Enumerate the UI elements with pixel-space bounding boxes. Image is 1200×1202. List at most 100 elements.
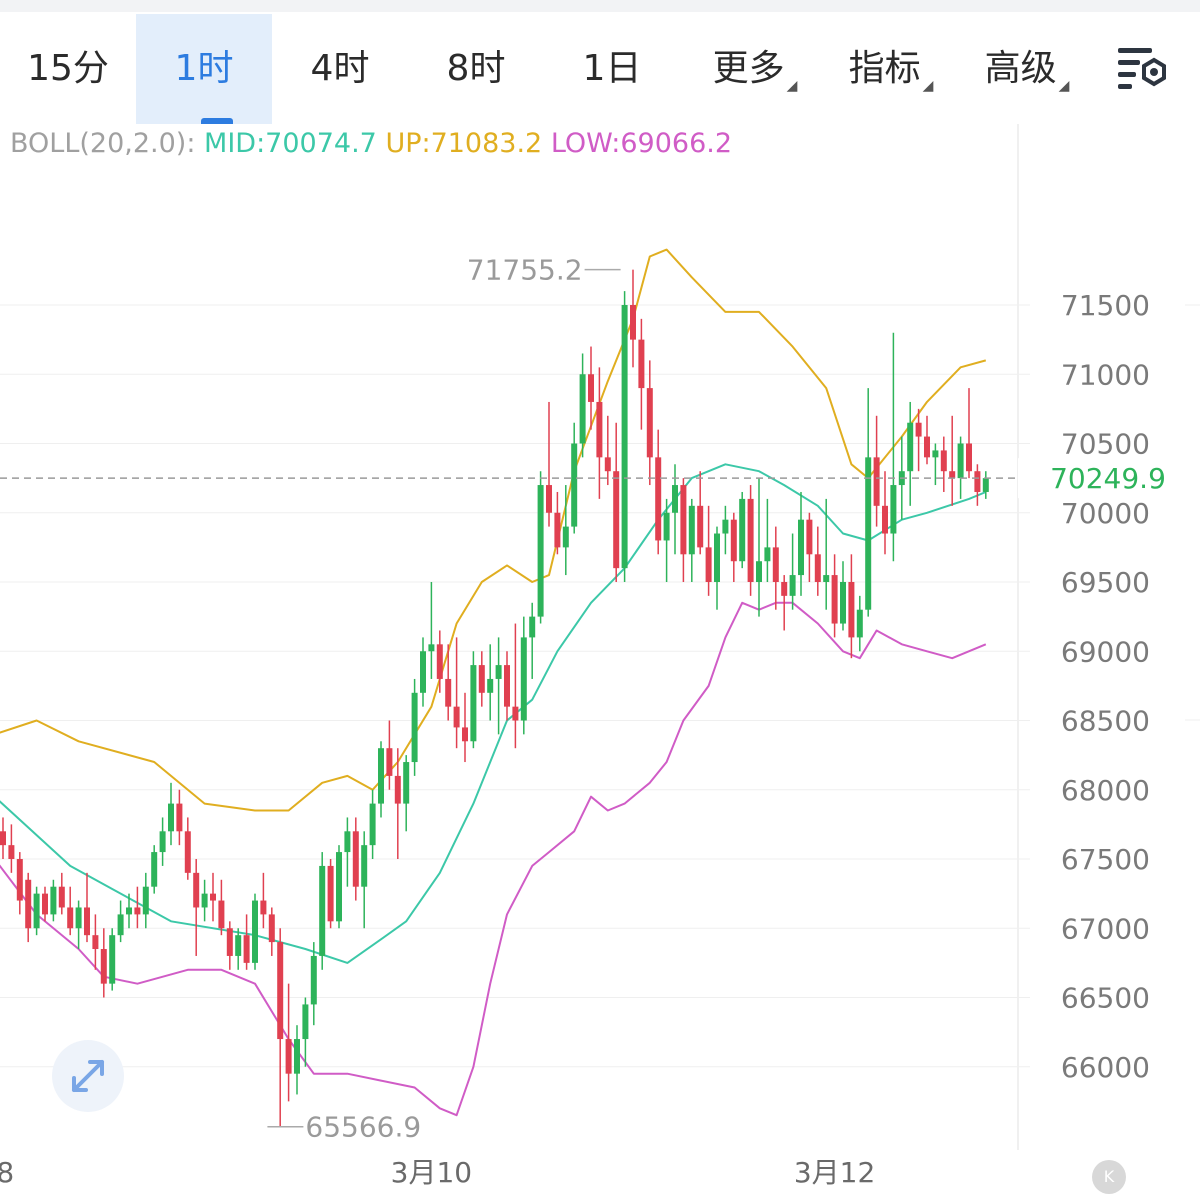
candle-body bbox=[277, 942, 284, 1040]
candle-body bbox=[722, 519, 729, 534]
candle-body bbox=[252, 900, 258, 963]
y-tick-label: 68500 bbox=[1061, 705, 1150, 738]
low-annotation-label: 65566.9 bbox=[305, 1111, 421, 1144]
candle-body bbox=[218, 900, 225, 929]
candle-body bbox=[739, 498, 746, 562]
candle-body bbox=[932, 450, 939, 458]
tab-15min[interactable]: 15分 bbox=[27, 48, 109, 89]
candle-body bbox=[772, 547, 779, 582]
candle-body bbox=[604, 457, 611, 472]
candle-body bbox=[680, 485, 687, 555]
candle-body bbox=[201, 893, 208, 908]
y-tick-label: 67500 bbox=[1061, 843, 1150, 876]
y-tick-label: 66500 bbox=[1061, 982, 1150, 1015]
y-tick-label: 68000 bbox=[1061, 774, 1150, 807]
candle-body bbox=[613, 471, 620, 569]
candle-body bbox=[386, 748, 393, 776]
tab-1hour[interactable]: 1时 bbox=[136, 14, 272, 124]
candle-body bbox=[193, 872, 200, 908]
candle-body bbox=[705, 547, 712, 582]
dropdown-caret-icon: ◢ bbox=[1058, 78, 1070, 94]
candle-body bbox=[67, 907, 74, 929]
candle-body bbox=[562, 526, 569, 548]
candle-body bbox=[798, 519, 804, 576]
candle-body bbox=[546, 485, 552, 513]
expand-arrows-icon[interactable] bbox=[52, 1040, 124, 1112]
tab-indicators[interactable]: 指标 ◢ bbox=[848, 48, 934, 94]
boll-mid-value: MID:70074.7 bbox=[204, 128, 377, 159]
y-tick-label: 67000 bbox=[1061, 912, 1150, 945]
dropdown-caret-icon: ◢ bbox=[922, 78, 934, 94]
candle-body bbox=[84, 907, 90, 936]
candle-body bbox=[520, 637, 527, 721]
boll-indicator-legend: BOLL(20,2.0): MID:70074.7 UP:71083.2 LOW… bbox=[10, 128, 732, 159]
candle-body bbox=[571, 443, 578, 527]
chart-settings-icon[interactable] bbox=[1112, 42, 1172, 98]
candle-body bbox=[596, 401, 603, 458]
candle-body bbox=[789, 575, 796, 596]
candle-body bbox=[747, 498, 754, 582]
candle-body bbox=[890, 485, 897, 534]
candle-body bbox=[210, 893, 216, 901]
candle-body bbox=[319, 865, 326, 956]
candle-body bbox=[268, 914, 275, 943]
candle-body bbox=[159, 831, 166, 853]
candle-body bbox=[688, 505, 695, 555]
candle-body bbox=[621, 305, 628, 569]
candle-body bbox=[672, 485, 678, 513]
candle-body bbox=[33, 893, 40, 929]
tab-4hour[interactable]: 4时 bbox=[310, 48, 370, 89]
candle-body bbox=[865, 457, 872, 610]
candle-body bbox=[915, 422, 922, 437]
dropdown-caret-icon: ◢ bbox=[786, 78, 798, 94]
candle-body bbox=[974, 471, 981, 492]
candle-body bbox=[730, 519, 737, 562]
candle-body bbox=[495, 665, 502, 679]
candle-body bbox=[92, 935, 99, 950]
boll-up-value: UP:71083.2 bbox=[385, 128, 543, 159]
boll-lower-band-line bbox=[0, 601, 987, 1117]
candle-body bbox=[100, 949, 107, 984]
candle-body bbox=[151, 852, 158, 887]
current-price-label: 70249.9 bbox=[1050, 462, 1166, 495]
tab-more[interactable]: 更多 ◢ bbox=[712, 48, 798, 94]
candle-body bbox=[630, 305, 636, 340]
candle-body bbox=[126, 907, 132, 915]
candle-body bbox=[285, 1039, 292, 1074]
candle-body bbox=[638, 339, 645, 389]
candle-body bbox=[588, 374, 594, 402]
candle-body bbox=[176, 803, 183, 832]
candle-body bbox=[924, 436, 930, 458]
candle-body bbox=[420, 651, 426, 693]
k-icon[interactable]: K bbox=[1092, 1160, 1126, 1194]
candle-body bbox=[243, 935, 250, 963]
candle-body bbox=[394, 775, 401, 804]
candle-body bbox=[856, 609, 863, 638]
candle-body bbox=[697, 505, 704, 548]
candle-body bbox=[134, 907, 141, 915]
candle-body bbox=[470, 665, 477, 742]
candle-body bbox=[882, 505, 888, 534]
candle-body bbox=[756, 561, 762, 582]
candle-body bbox=[714, 533, 720, 582]
candle-body bbox=[58, 886, 65, 908]
candle-body bbox=[327, 865, 334, 922]
candle-body bbox=[823, 575, 830, 582]
candle-body bbox=[0, 831, 6, 846]
tab-1day[interactable]: 1日 bbox=[582, 48, 642, 89]
x-tick-label: 月8 bbox=[0, 1156, 14, 1189]
candle-body bbox=[873, 457, 880, 506]
candle-body bbox=[109, 935, 116, 984]
candle-body bbox=[462, 727, 468, 742]
candle-body bbox=[940, 450, 947, 472]
candle-body bbox=[42, 893, 48, 915]
tab-advanced[interactable]: 高级 ◢ bbox=[984, 48, 1070, 94]
tab-8hour[interactable]: 8时 bbox=[446, 48, 506, 89]
candle-body bbox=[579, 374, 586, 444]
candle-body bbox=[982, 478, 989, 492]
candle-body bbox=[369, 803, 376, 846]
x-tick-label: 3月10 bbox=[391, 1156, 472, 1189]
candle-body bbox=[168, 803, 174, 832]
candle-body bbox=[428, 644, 435, 652]
